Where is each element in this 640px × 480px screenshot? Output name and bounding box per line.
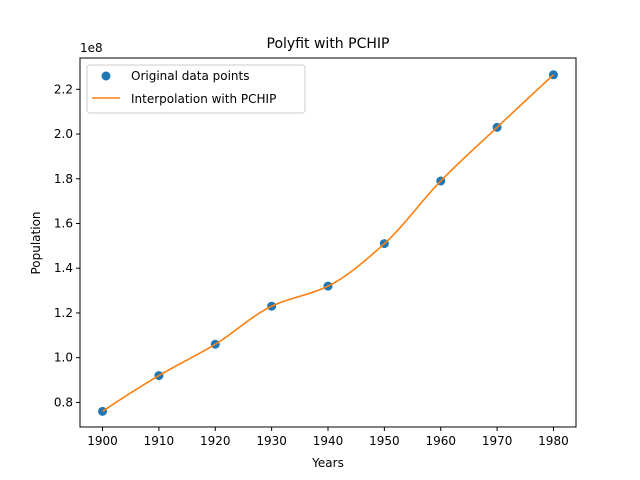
chart-title: Polyfit with PCHIP — [267, 36, 390, 52]
axes-frame — [79, 57, 577, 428]
y-tick-label: 1.6 — [54, 216, 73, 230]
x-tick-label: 1950 — [369, 434, 400, 448]
pchip-interpolation-line — [102, 74, 554, 413]
y-tick-label: 0.8 — [54, 395, 73, 409]
y-tick-label: 1.0 — [54, 351, 73, 365]
x-tick-label: 1920 — [200, 434, 231, 448]
legend-marker-original-data-points — [101, 71, 111, 81]
x-tick-label: 1930 — [256, 434, 287, 448]
legend-label-interpolation-with-pchip: Interpolation with PCHIP — [131, 92, 276, 106]
y-tick-label: 1.2 — [54, 306, 73, 320]
x-tick-label: 1980 — [538, 434, 569, 448]
data-point — [98, 406, 108, 416]
legend: Original data points Interpolation with … — [86, 64, 306, 114]
y-axis-label: Population — [29, 211, 43, 274]
y-tick-label: 2.0 — [54, 127, 73, 141]
x-tick-label: 1940 — [313, 434, 344, 448]
x-axis-label: Years — [311, 456, 344, 470]
y-tick-label: 2.2 — [54, 82, 73, 96]
y-tick-label: 1.8 — [54, 172, 73, 186]
x-axis-ticks: 1900 1910 1920 1930 1940 1950 1960 1970 1980 — [87, 427, 569, 448]
legend-label-original-data-points: Original data points — [131, 69, 249, 83]
y-axis-ticks: 0.8 1.0 1.2 1.4 1.6 1.8 2.0 2.2 — [54, 82, 80, 409]
y-offset-label: 1e8 — [80, 41, 103, 55]
x-tick-label: 1970 — [482, 434, 513, 448]
x-tick-label: 1960 — [425, 434, 456, 448]
y-tick-label: 1.4 — [54, 261, 73, 275]
legend-box — [86, 64, 306, 114]
x-tick-label: 1900 — [87, 434, 118, 448]
series-layer — [98, 70, 558, 416]
x-tick-label: 1910 — [144, 434, 175, 448]
